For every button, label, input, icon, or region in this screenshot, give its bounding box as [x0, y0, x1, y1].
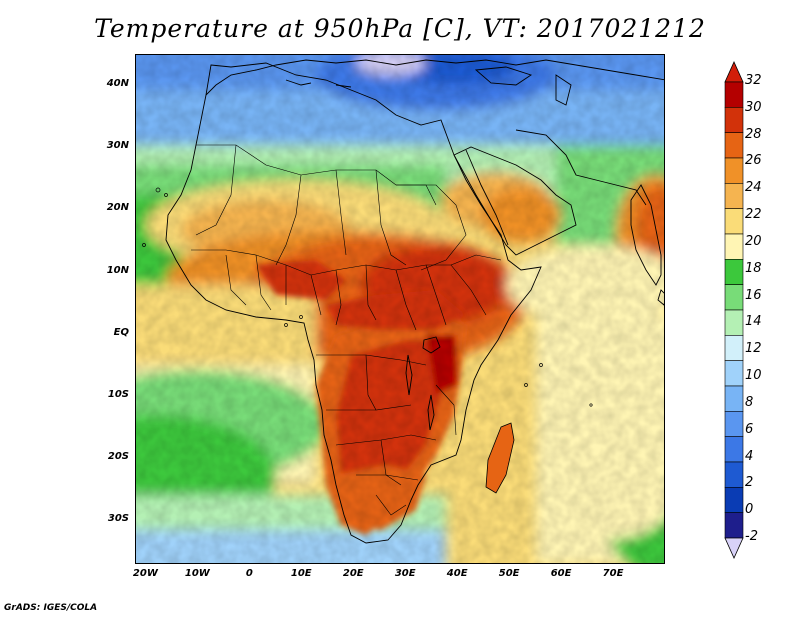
colorbar-label: 24: [745, 180, 762, 196]
map-title: Temperature at 950hPa [C], VT: 201702121…: [94, 14, 706, 43]
grads-credit: GrADS: IGES/COLA: [4, 603, 98, 613]
lat-label: EQ: [113, 326, 129, 338]
colorbar: [724, 61, 744, 559]
colorbar-label: 2: [745, 475, 754, 491]
colorbar-box: [724, 208, 744, 235]
colorbar-box: [724, 284, 744, 311]
lat-label: 10S: [107, 389, 129, 401]
colorbar-box: [724, 132, 744, 159]
colorbar-box: [724, 107, 744, 133]
temperature-map: [136, 55, 664, 563]
lon-label: 20E: [342, 568, 364, 579]
lon-label: 10E: [290, 568, 312, 579]
colorbar-box: [724, 259, 744, 285]
colorbar-box: [724, 360, 744, 387]
noise-texture: [136, 55, 664, 563]
map-panel: [135, 54, 665, 564]
lon-label: 10W: [184, 568, 210, 579]
lat-label: 20N: [106, 202, 129, 214]
colorbar-label: 30: [745, 99, 762, 115]
lat-label: 10N: [106, 264, 129, 276]
colorbar-label: 22: [745, 207, 762, 223]
colorbar-under-triangle: [724, 537, 744, 559]
colorbar-label: 16: [745, 287, 762, 303]
lat-label: 40N: [106, 78, 129, 90]
colorbar-label: 26: [745, 153, 762, 169]
colorbar-label: 18: [745, 260, 762, 276]
colorbar-box: [724, 81, 744, 108]
lon-label: 50E: [498, 568, 520, 579]
lat-label: 20S: [107, 451, 129, 463]
colorbar-label: 20: [745, 233, 762, 249]
colorbar-label: 0: [745, 502, 754, 518]
colorbar-label: 4: [745, 448, 754, 464]
madagascar: [485, 422, 515, 494]
islands: [142, 187, 593, 407]
colorbar-box: [724, 512, 744, 539]
colorbar-box: [724, 411, 744, 437]
country-borders: [191, 144, 502, 516]
colorbar-label: 10: [745, 368, 762, 384]
colorbar-label: 12: [745, 341, 762, 357]
coastlines: [165, 59, 664, 544]
colorbar-over-triangle: [724, 61, 744, 83]
colorbar-box: [724, 461, 744, 488]
colorbar-box: [724, 233, 744, 260]
colorbar-box: [724, 183, 744, 209]
lon-label: 40E: [446, 568, 468, 579]
colorbar-box: [724, 487, 744, 513]
lon-label: 70E: [602, 568, 624, 579]
lon-label: 60E: [550, 568, 572, 579]
lat-label: 30S: [107, 513, 129, 525]
colorbar-label: 28: [745, 126, 762, 142]
lon-label: 30E: [394, 568, 416, 579]
colorbar-label: 6: [745, 421, 754, 437]
lon-label: 0: [245, 568, 253, 579]
colorbar-box: [724, 385, 744, 412]
lon-label: 20W: [132, 568, 158, 579]
colorbar-label: 32: [745, 73, 762, 88]
lat-label: 30N: [106, 140, 129, 152]
colorbar-label: 8: [745, 394, 754, 410]
colorbar-label: 14: [745, 314, 762, 330]
colorbar-label: -2: [745, 529, 758, 544]
colorbar-box: [724, 335, 744, 361]
colorbar-box: [724, 436, 744, 463]
colorbar-box: [724, 309, 744, 336]
colorbar-box: [724, 157, 744, 184]
